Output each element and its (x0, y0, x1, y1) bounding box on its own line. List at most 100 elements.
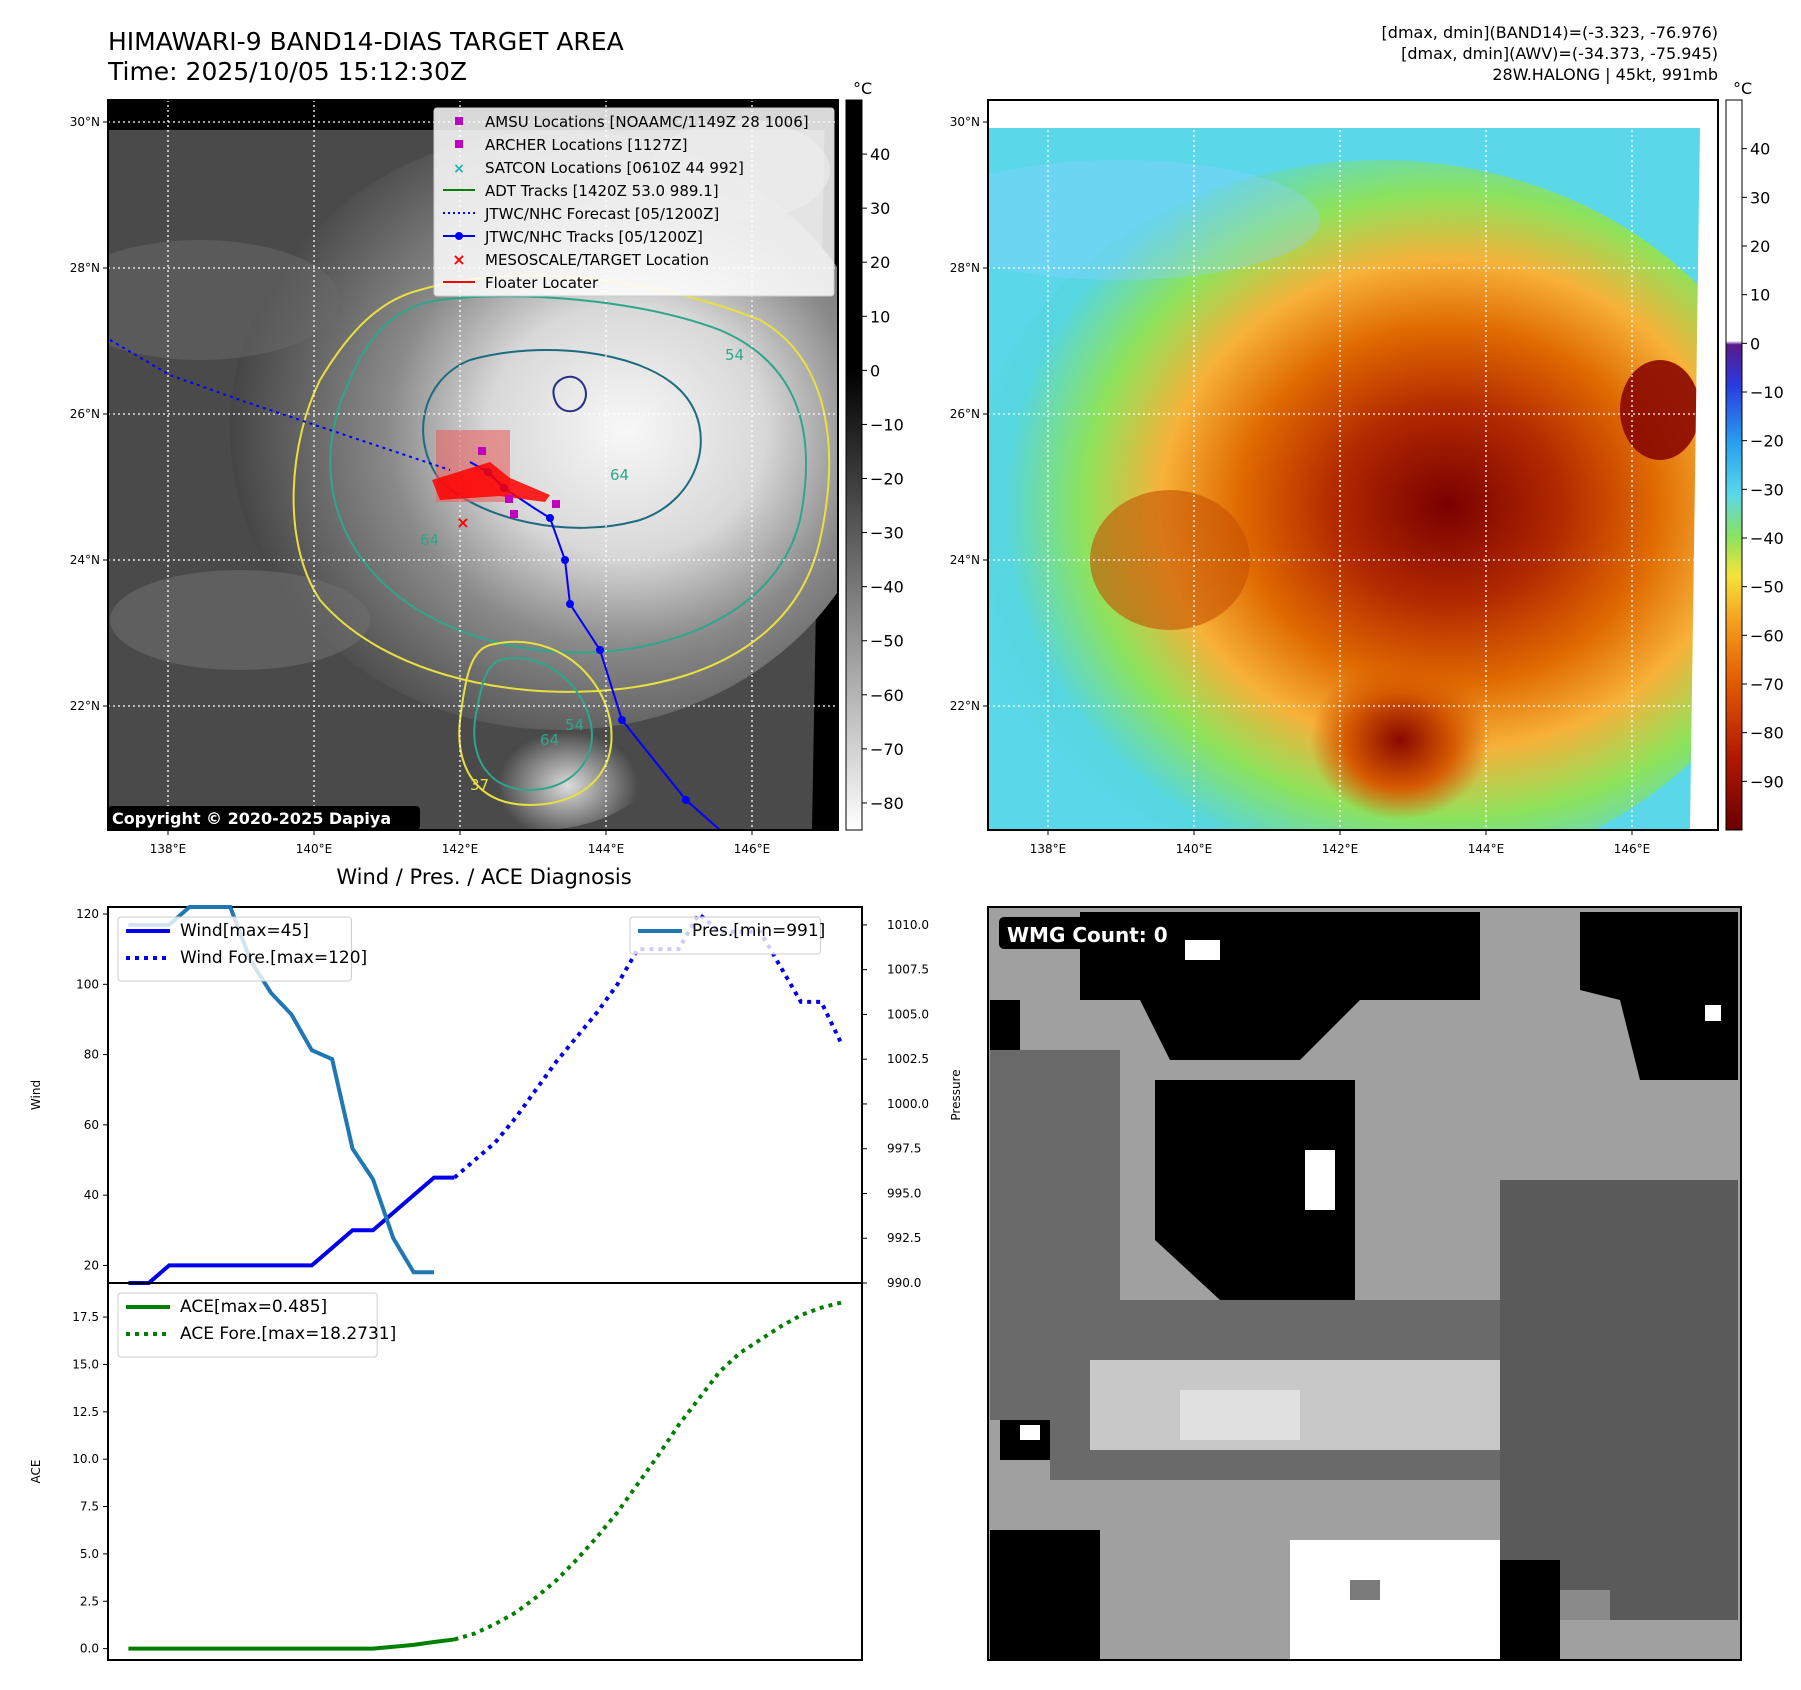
gray-colorbar-ticks: 40 30 20 10 0 −10 −20 −30 −40 −50 −60 −70 −80 (862, 145, 904, 813)
contour-south-band (473, 657, 593, 792)
ytick-right-label: 1002.5 (887, 1052, 929, 1066)
lat-label: 30°N (950, 115, 980, 129)
colorbar-tick-label: −60 (1750, 626, 1784, 645)
svg-text:×: × (453, 161, 465, 177)
colorbar-tick-label: −20 (870, 470, 904, 489)
colorbar-tick-label: 40 (870, 145, 890, 164)
lon-label: 146°E (1614, 842, 1651, 856)
ylabel-left: ACE (29, 1460, 43, 1484)
floater-locater (432, 462, 550, 502)
colorbar-tick-label: 10 (870, 307, 890, 326)
legend-floater: Floater Locater (485, 274, 599, 292)
gray-colorbar: °C 40 30 20 10 0 −10 −20 −30 −40 −50 −60 −70 −80 (845, 79, 904, 831)
chart-legend-label: ACE[max=0.485] (180, 1297, 327, 1317)
ytick-left-label: 0.0 (80, 1642, 99, 1656)
legend-forecast: JTWC/NHC Forecast [05/1200Z] (484, 205, 719, 223)
ytick-left-label: 80 (84, 1048, 99, 1062)
copyright-text: Copyright © 2020-2025 Dapiya (112, 809, 391, 828)
ytick-right-label: 990.0 (887, 1276, 921, 1290)
contour-37-outer (292, 274, 831, 693)
colorbar-tick-label: −90 (1750, 772, 1784, 791)
ytick-right-label: 1000.0 (887, 1097, 929, 1111)
colorbar-tick-label: −50 (870, 632, 904, 651)
lon-label: 144°E (588, 842, 625, 856)
ytick-left-label: 10.0 (72, 1452, 99, 1466)
figure-time: Time: 2025/10/05 15:12:30Z (107, 57, 467, 86)
color-colorbar-unit: °C (1733, 79, 1752, 98)
ytick-right-label: 997.5 (887, 1142, 921, 1156)
ylabel-right: Pressure (949, 1069, 963, 1120)
color-colorbar: °C 40 30 20 10 0 −10 −20 −30 −40 −50 −60 −70 −80 −90 (1725, 79, 1784, 831)
legend-mesoscale: MESOSCALE/TARGET Location (485, 251, 709, 269)
map1-lat-labels: 30°N 28°N 26°N 24°N 22°N (70, 115, 108, 713)
figure-title: HIMAWARI-9 BAND14-DIAS TARGET AREA (108, 27, 624, 56)
colorbar-tick-label: −30 (870, 524, 904, 543)
colorbar-tick-label: −60 (870, 686, 904, 705)
map1-lon-labels: 138°E 140°E 142°E 144°E 146°E (150, 830, 771, 856)
chart-legend-label: Wind[max=45] (180, 921, 309, 941)
map2-frame (987, 99, 1719, 831)
series-line (128, 1175, 455, 1285)
colorbar-tick-label: 20 (870, 253, 890, 272)
map2-lat-labels: 30°N 28°N 26°N 24°N 22°N (950, 115, 988, 713)
colorbar-tick-label: −50 (1750, 578, 1784, 597)
colorbar-tick-label: 30 (870, 199, 890, 218)
legend-adt: ADT Tracks [1420Z 53.0 989.1] (485, 182, 719, 200)
lat-label: 22°N (70, 699, 100, 713)
lon-label: 138°E (150, 842, 187, 856)
copyright-box (108, 806, 420, 830)
colorbar-tick-label: −20 (1750, 432, 1784, 451)
colorbar-tick-label: 40 (1750, 140, 1770, 159)
ytick-right-label: 1005.0 (887, 1007, 929, 1021)
contour-label: 54 (565, 716, 584, 734)
chart-legend-label: ACE Fore.[max=18.2731] (180, 1324, 396, 1344)
lon-label: 142°E (442, 842, 479, 856)
colorbar-tick-label: 10 (1750, 286, 1770, 305)
series-line (453, 1300, 843, 1642)
ylabel-left: Wind (29, 1080, 43, 1110)
ytick-left-label: 7.5 (80, 1500, 99, 1514)
colorbar-tick-label: 0 (870, 361, 880, 380)
lon-label: 144°E (1468, 842, 1505, 856)
ytick-right-label: 1007.5 (887, 963, 929, 977)
ytick-left-label: 12.5 (72, 1405, 99, 1419)
wmg-frame (987, 906, 1742, 1661)
chart-legend-label: Wind Fore.[max=120] (180, 948, 367, 968)
colorbar-tick-label: −10 (1750, 383, 1784, 402)
gray-colorbar-unit: °C (853, 79, 872, 98)
ytick-left-label: 120 (76, 907, 99, 921)
colorbar-tick-label: 30 (1750, 188, 1770, 207)
map2-gridlines (988, 100, 1718, 830)
chart-panel-frame-ace (107, 1282, 863, 1661)
info-awv: [dmax, dmin](AWV)=(-34.373, -75.945) (1401, 44, 1718, 63)
ytick-left-label: 60 (84, 1118, 99, 1132)
legend-tracks: JTWC/NHC Tracks [05/1200Z] (484, 228, 703, 246)
colorbar-tick-label: −40 (870, 578, 904, 597)
svg-text:×: × (452, 250, 465, 269)
color-colorbar-ticks: 40 30 20 10 0 −10 −20 −30 −40 −50 −60 −70 −80 −90 (1742, 140, 1784, 791)
chart-legend-box (117, 1292, 378, 1358)
lon-label: 146°E (734, 842, 771, 856)
map1-frame (107, 99, 839, 831)
colorbar-tick-label: −10 (870, 415, 904, 434)
legend-amsu: AMSU Locations [NOAAMC/1149Z 28 1006] (485, 113, 809, 131)
ytick-right-label: 1010.0 (887, 918, 929, 932)
colorbar-tick-label: −40 (1750, 529, 1784, 548)
lon-label: 138°E (1030, 842, 1067, 856)
amsu-markers (478, 447, 560, 518)
lat-label: 26°N (70, 407, 100, 421)
ytick-right-label: 995.0 (887, 1186, 921, 1200)
colorbar-tick-label: −80 (870, 794, 904, 813)
mesoscale-marker: × (456, 513, 469, 532)
ytick-left-label: 17.5 (72, 1310, 99, 1324)
info-storm: 28W.HALONG | 45kt, 991mb (1492, 65, 1718, 84)
lon-label: 140°E (1176, 842, 1213, 856)
map1-legend: AMSU Locations [NOAAMC/1149Z 28 1006] AR… (433, 107, 835, 297)
wmg-label-box (999, 917, 1182, 949)
lat-label: 22°N (950, 699, 980, 713)
map2-lon-labels: 138°E 140°E 142°E 144°E 146°E (1030, 830, 1651, 856)
series-line (453, 910, 844, 1180)
contour-64 (422, 349, 702, 529)
chart-legend-box (629, 916, 821, 955)
contour-small-eye (552, 375, 587, 413)
